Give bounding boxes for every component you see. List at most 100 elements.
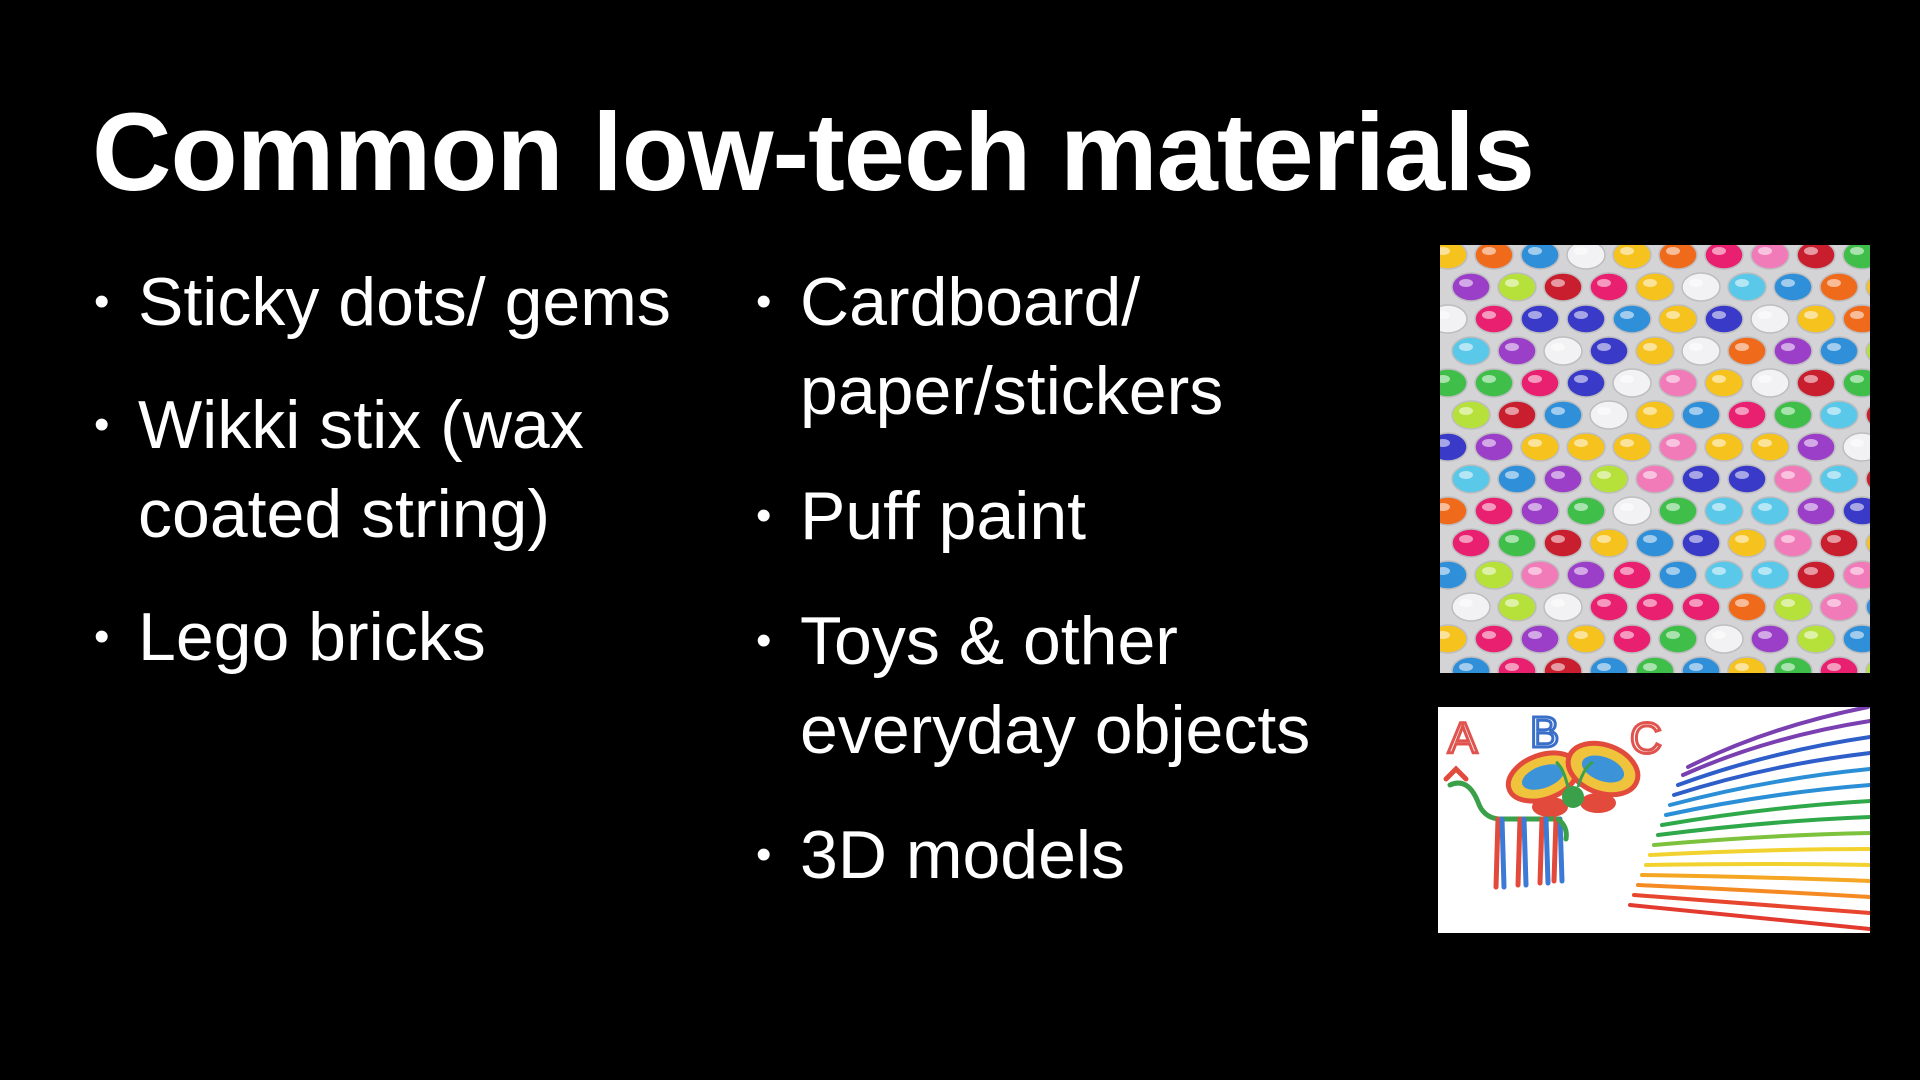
gem (1842, 304, 1870, 334)
sticky-gems-photo (1440, 245, 1870, 673)
gem (1451, 400, 1491, 430)
gem (1451, 336, 1491, 366)
gem (1451, 272, 1491, 302)
gem (1451, 592, 1491, 622)
gem (1819, 272, 1859, 302)
gem (1842, 245, 1870, 270)
gem (1566, 560, 1606, 590)
gem (1543, 656, 1583, 673)
gem (1612, 432, 1652, 462)
gem (1566, 245, 1606, 270)
gem (1451, 656, 1491, 673)
gem (1612, 304, 1652, 334)
bullet-item: Wikki stix (wax coated string) (92, 380, 692, 559)
gem (1842, 496, 1870, 526)
gem (1589, 592, 1629, 622)
gem (1704, 368, 1744, 398)
gem (1773, 336, 1813, 366)
gem (1451, 528, 1491, 558)
gem (1658, 245, 1698, 270)
gem (1497, 400, 1537, 430)
gem (1750, 304, 1790, 334)
gem (1727, 400, 1767, 430)
gem (1658, 496, 1698, 526)
gem (1566, 496, 1606, 526)
gem (1796, 368, 1836, 398)
gem (1612, 368, 1652, 398)
gem (1773, 464, 1813, 494)
gem (1681, 400, 1721, 430)
gem (1796, 245, 1836, 270)
bullet-item: Sticky dots/ gems (92, 257, 692, 347)
gem (1474, 368, 1514, 398)
gem (1796, 560, 1836, 590)
gem (1865, 661, 1870, 673)
gem (1440, 560, 1468, 590)
gem (1842, 432, 1870, 462)
gem (1865, 405, 1870, 425)
gem (1681, 336, 1721, 366)
gem (1497, 272, 1537, 302)
gem (1543, 272, 1583, 302)
gem (1635, 400, 1675, 430)
gem (1681, 592, 1721, 622)
gem (1635, 464, 1675, 494)
gem (1773, 272, 1813, 302)
gem (1865, 597, 1870, 617)
gem (1635, 528, 1675, 558)
gem (1635, 656, 1675, 673)
gem (1865, 533, 1870, 553)
gem (1819, 656, 1859, 673)
gem (1440, 624, 1468, 654)
gem (1474, 432, 1514, 462)
gem (1589, 400, 1629, 430)
bullet-item: Puff paint (754, 471, 1374, 561)
gem (1750, 368, 1790, 398)
gem (1819, 528, 1859, 558)
rainbow-strands (1628, 707, 1870, 931)
gem (1658, 368, 1698, 398)
gem (1589, 464, 1629, 494)
gem (1474, 624, 1514, 654)
gem (1589, 336, 1629, 366)
gem (1727, 272, 1767, 302)
gem (1497, 464, 1537, 494)
gem (1520, 304, 1560, 334)
gem (1773, 400, 1813, 430)
gem (1612, 245, 1652, 270)
gem (1474, 245, 1514, 270)
gem (1658, 432, 1698, 462)
gem (1497, 336, 1537, 366)
letter-b: B (1530, 708, 1559, 757)
gem (1819, 336, 1859, 366)
gem (1520, 432, 1560, 462)
gem (1520, 624, 1560, 654)
gem (1589, 656, 1629, 673)
gem (1635, 336, 1675, 366)
gem (1727, 656, 1767, 673)
gem (1474, 304, 1514, 334)
gem (1612, 624, 1652, 654)
bullet-item: 3D models (754, 810, 1374, 900)
gem (1566, 624, 1606, 654)
gem (1440, 304, 1468, 334)
gem (1612, 560, 1652, 590)
gem (1543, 464, 1583, 494)
butterfly-figure (1505, 740, 1641, 817)
gem (1520, 368, 1560, 398)
gem (1566, 304, 1606, 334)
gem (1566, 432, 1606, 462)
slide-title: Common low-tech materials (92, 91, 1535, 214)
gem (1681, 656, 1721, 673)
animal-figure (1443, 765, 1569, 890)
gem (1440, 432, 1468, 462)
gem (1543, 400, 1583, 430)
gem (1865, 277, 1870, 297)
gem (1750, 245, 1790, 270)
gem (1842, 560, 1870, 590)
letter-a: A (1448, 714, 1478, 763)
gem (1497, 528, 1537, 558)
gem (1727, 528, 1767, 558)
gem (1842, 368, 1870, 398)
gem (1497, 656, 1537, 673)
